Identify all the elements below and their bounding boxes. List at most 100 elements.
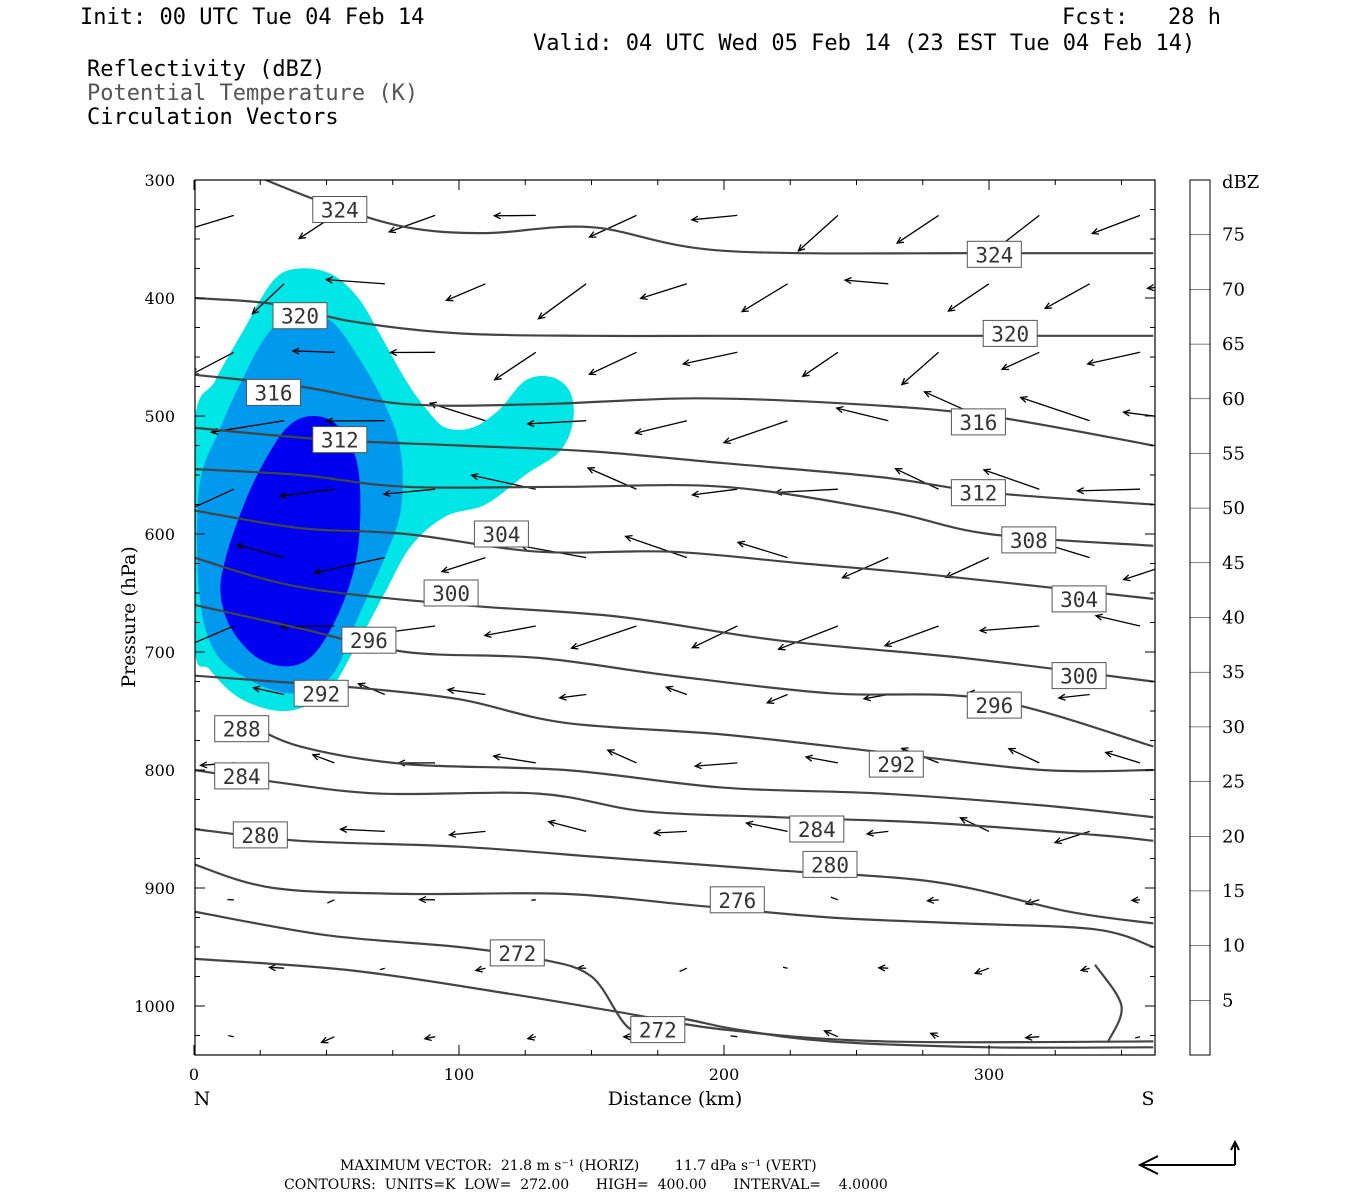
field-circulation-vectors: Circulation Vectors [87,105,339,130]
colorbar-label: 10 [1222,936,1245,957]
circulation-vector [1086,351,1141,367]
circulation-vector [195,214,234,228]
plot-frame [194,179,1156,1056]
circulation-vector [195,625,235,644]
isentrope-label: 300 [423,579,479,607]
y-tick-label: 900 [144,879,175,898]
isentrope-label-text: 284 [223,765,261,789]
circulation-vector [570,625,637,650]
colorbar-label: 15 [1222,881,1245,902]
circulation-vector [252,685,285,696]
circulation-vector [634,420,688,436]
circulation-vector [320,1036,335,1044]
field-reflectivity: Reflectivity (dBZ) [87,57,326,82]
circulation-vector [1075,487,1141,495]
isentrope-label-text: 272 [639,1019,677,1043]
circulation-vector [493,351,537,381]
circulation-vector [1079,965,1090,973]
isentrope-label-text: 296 [975,694,1013,718]
circulation-vector [1094,613,1141,627]
circulation-vector [765,693,788,704]
isentrope-labels: 324 324 320 320 316 316 312 312 308 304 304 300 300 2… [214,196,1107,1044]
isentrope-label-text: 300 [432,582,470,606]
isentrope-label: 316 [246,378,301,406]
circulation-vector [1122,568,1155,582]
circulation-vector [978,625,1040,634]
circulation-vector [900,351,940,386]
circulation-vector [843,276,889,285]
isentrope-label-text: 272 [498,942,536,966]
x-tick-label: 200 [709,1065,740,1084]
isentrope-label: 316 [950,408,1006,436]
isentrope-label: 296 [966,691,1022,719]
circulation-vector [325,417,385,425]
circulation-vector [1122,409,1155,417]
isentrope-label: 272 [489,939,545,967]
circulation-vector [382,488,436,498]
circulation-vector [679,967,688,973]
colorbar-label: 60 [1222,389,1245,410]
circulation-vector [690,488,738,498]
circulation-vector [804,754,839,764]
valid-time: Valid: 04 UTC Wed 05 Feb 14 (23 EST Tue … [533,31,1196,56]
circulation-vector [1043,283,1091,310]
circulation-vector [736,540,788,559]
colorbar-label: 50 [1222,498,1245,519]
isentrope-label-text: 312 [959,482,997,506]
circulation-vector [606,749,637,764]
circulation-vector [690,214,738,223]
circulation-vector [801,351,839,378]
circulation-vector [526,1033,536,1041]
circulation-vector [1000,351,1040,371]
isentrope-label: 320 [272,302,328,330]
isentrope-label: 288 [214,715,270,743]
isentrope-label-text: 280 [241,824,279,848]
isentrope-label: 292 [293,679,349,707]
circulation-vector [1024,1033,1040,1041]
circulation-vector [1007,747,1040,764]
circulation-vector [267,964,285,972]
isentrope-label: 300 [1051,662,1107,690]
y-tick-label: 700 [144,643,175,662]
circulation-vector [947,283,990,312]
y-tick-label: 600 [144,525,175,544]
circulation-vector [324,276,385,285]
isentrope-300k [195,556,1154,683]
y-tick-label: 1000 [134,997,175,1016]
colorbar-label: 25 [1222,772,1245,793]
isentrope-label-text: 284 [798,818,836,842]
circulation-vector [311,753,335,764]
circulation-vector [929,1032,939,1040]
circulation-vector [1130,896,1141,904]
circulation-vector [379,967,385,971]
circulation-vector [228,1034,234,1038]
isentrope-268k [1094,964,1123,1042]
circulation-vector [624,534,688,559]
circulation-vector [388,348,436,357]
isentrope-288k [246,721,1154,819]
circulation-vector [926,896,939,904]
isentrope-label-text: 276 [718,889,756,913]
y-tick-label: 800 [144,761,175,780]
circulation-vector [440,556,486,574]
colorbar-label: 35 [1222,662,1245,683]
reference-vector-vhead [1230,1139,1240,1151]
circulation-vector [1153,841,1155,843]
isentrope-label-text: 304 [482,523,520,547]
y-tick-label: 500 [144,407,175,426]
circulation-vector [1104,750,1141,764]
y-tick-label: 400 [144,289,175,308]
colorbar-label: 55 [1222,443,1245,464]
isentrope-label: 292 [868,750,924,778]
circulation-vector [588,214,637,238]
colorbar-label: 30 [1222,717,1245,738]
colorbar-title: dBZ [1222,172,1259,193]
circulation-vector [526,419,587,428]
isentrope-label-text: 324 [975,243,1013,267]
isentrope-label-text: 316 [255,381,293,405]
isentrope-label-text: 324 [321,199,359,223]
colorbar: 5 10 15 20 25 30 35 40 45 50 55 60 65 70 75 dBZ [1189,172,1259,1056]
circulation-vectors [195,212,1155,1044]
isentrope-label-text: 304 [1060,588,1098,612]
